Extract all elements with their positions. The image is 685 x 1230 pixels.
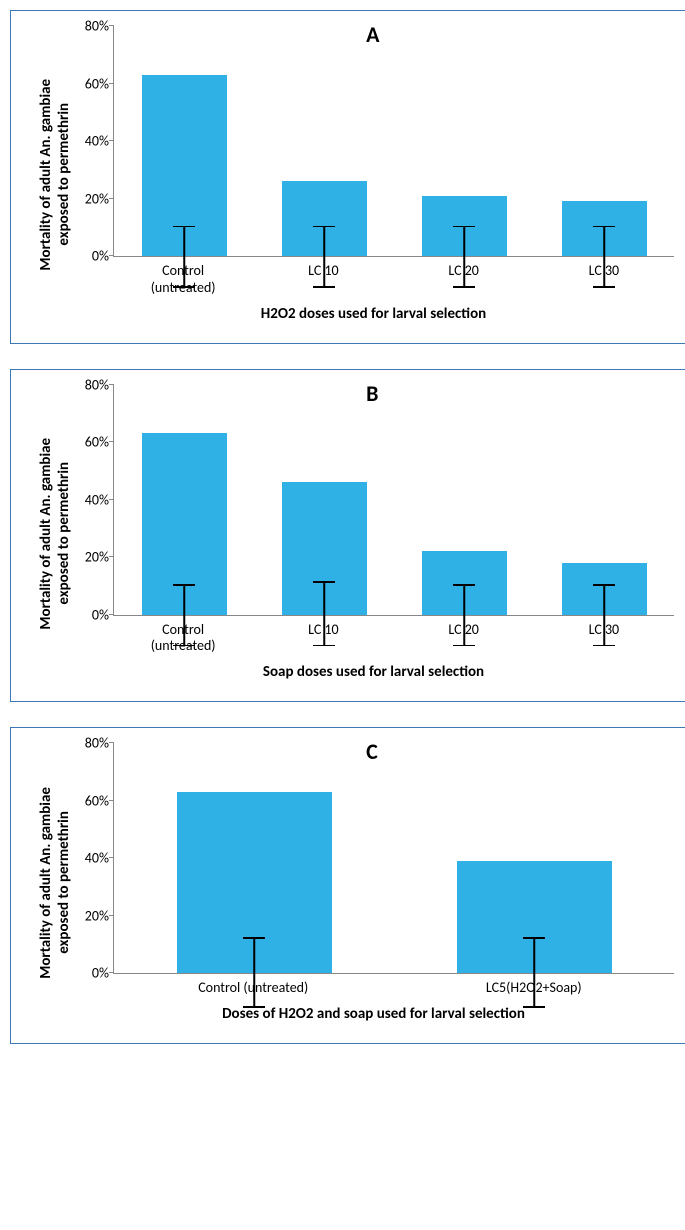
error-bar: [323, 583, 325, 646]
error-cap-top: [173, 584, 195, 586]
y-tick-label: 20%: [69, 190, 109, 207]
error-cap-bottom: [453, 645, 475, 647]
y-tick-label: 60%: [69, 792, 109, 809]
x-labels-row: Control(untreated)LC 10LC 20LC 30: [113, 622, 674, 656]
error-cap-top: [593, 226, 615, 228]
bar-slot: [254, 385, 394, 615]
error-bar: [463, 586, 465, 646]
bar-slot: [254, 26, 394, 256]
x-labels-row: Control(untreated)LC 10LC 20LC 30: [113, 263, 674, 297]
chart-wrap: Mortality of adult An. gambiaeexposed to…: [31, 743, 674, 1023]
bar-slot: [534, 26, 674, 256]
y-tick-label: 0%: [69, 606, 109, 623]
y-tick-label: 0%: [69, 248, 109, 265]
error-cap-top: [173, 226, 195, 228]
chart-wrap: Mortality of adult An. gambiaeexposed to…: [31, 385, 674, 682]
plot: 0%20%40%60%80% Control(untreated)LC 10LC …: [73, 385, 674, 682]
error-bar: [603, 586, 605, 646]
bar: [282, 181, 367, 256]
bars-row: [114, 385, 674, 615]
bar: [282, 482, 367, 614]
bars-row: [114, 26, 674, 256]
x-axis-title: H2O2 doses used for larval selection: [73, 305, 674, 323]
y-tick-label: 60%: [69, 434, 109, 451]
error-bar: [603, 227, 605, 287]
error-cap-top: [453, 226, 475, 228]
plot: 0%20%40%60%80% Control(untreated)LC 10LC …: [73, 26, 674, 323]
bar: [422, 196, 507, 256]
y-tick-label: 60%: [69, 75, 109, 92]
bar-slot: [534, 385, 674, 615]
error-bar: [323, 227, 325, 287]
plot-area: 0%20%40%60%80%: [113, 385, 674, 616]
x-labels-row: Control (untreated)LC5(H2O2+Soap): [113, 980, 674, 997]
bar: [562, 563, 647, 615]
bar-slot: [394, 26, 534, 256]
error-bar: [253, 939, 255, 1008]
y-tick-label: 0%: [69, 965, 109, 982]
y-tick-label: 80%: [69, 735, 109, 752]
error-cap-bottom: [173, 645, 195, 647]
bar-slot: [394, 743, 674, 973]
plot: 0%20%40%60%80% Control (untreated)LC5(H2O…: [73, 743, 674, 1023]
bars-row: [114, 743, 674, 973]
error-bar: [183, 586, 185, 646]
error-bar: [533, 939, 535, 1008]
y-tick-label: 40%: [69, 850, 109, 867]
bar: [562, 201, 647, 256]
y-tick-label: 20%: [69, 549, 109, 566]
chart-panel-c: CMortality of adult An. gambiaeexposed t…: [10, 727, 685, 1044]
y-tick-label: 40%: [69, 491, 109, 508]
error-cap-bottom: [453, 286, 475, 288]
error-cap-bottom: [243, 1006, 265, 1008]
error-cap-bottom: [523, 1006, 545, 1008]
error-bar: [183, 227, 185, 287]
bar-slot: [114, 385, 254, 615]
y-tick-label: 40%: [69, 133, 109, 150]
bar-slot: [394, 385, 534, 615]
x-axis-title: Soap doses used for larval selection: [73, 663, 674, 681]
error-cap-top: [523, 937, 545, 939]
y-axis-label: Mortality of adult An. gambiaeexposed to…: [31, 743, 73, 1023]
error-cap-top: [313, 226, 335, 228]
error-cap-bottom: [173, 286, 195, 288]
error-bar: [463, 227, 465, 287]
y-tick-label: 20%: [69, 907, 109, 924]
y-axis-label: Mortality of adult An. gambiaeexposed to…: [31, 26, 73, 323]
bar-slot: [114, 743, 394, 973]
error-cap-bottom: [593, 286, 615, 288]
chart-panel-b: BMortality of adult An. gambiaeexposed t…: [10, 369, 685, 703]
error-cap-top: [243, 937, 265, 939]
chart-panel-a: AMortality of adult An. gambiaeexposed t…: [10, 10, 685, 344]
error-cap-top: [453, 584, 475, 586]
chart-wrap: Mortality of adult An. gambiaeexposed to…: [31, 26, 674, 323]
plot-area: 0%20%40%60%80%: [113, 743, 674, 974]
y-axis-label: Mortality of adult An. gambiaeexposed to…: [31, 385, 73, 682]
x-axis-title: Doses of H2O2 and soap used for larval s…: [73, 1005, 674, 1023]
plot-area: 0%20%40%60%80%: [113, 26, 674, 257]
bar: [422, 551, 507, 614]
bar: [142, 75, 227, 256]
error-cap-bottom: [593, 645, 615, 647]
chart-figure: AMortality of adult An. gambiaeexposed t…: [10, 10, 685, 1044]
bar: [142, 433, 227, 614]
bar: [177, 792, 332, 973]
error-cap-top: [593, 584, 615, 586]
bar: [457, 861, 612, 973]
error-cap-top: [313, 581, 335, 583]
y-tick-label: 80%: [69, 376, 109, 393]
y-tick-label: 80%: [69, 18, 109, 35]
error-cap-bottom: [313, 645, 335, 647]
bar-slot: [114, 26, 254, 256]
error-cap-bottom: [313, 286, 335, 288]
